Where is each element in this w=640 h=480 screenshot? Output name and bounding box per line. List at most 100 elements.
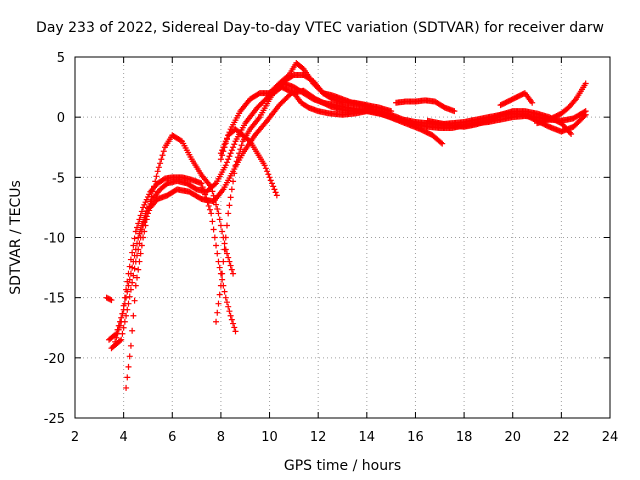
data-point <box>262 165 269 172</box>
data-point <box>134 274 141 281</box>
data-point <box>231 141 238 148</box>
data-point <box>155 164 162 171</box>
data-point <box>140 204 147 211</box>
data-point <box>148 193 155 200</box>
data-point <box>202 191 209 198</box>
data-point <box>222 294 229 301</box>
x-tick-label: 2 <box>71 430 79 445</box>
data-point <box>213 242 220 249</box>
data-point <box>114 330 121 337</box>
data-point <box>220 258 227 265</box>
data-point <box>264 168 271 175</box>
data-point <box>222 138 229 145</box>
data-series <box>103 60 589 391</box>
data-point <box>113 334 120 341</box>
data-point <box>118 318 125 325</box>
data-point <box>221 288 228 295</box>
data-point <box>227 150 234 157</box>
data-point <box>582 80 589 87</box>
data-point <box>134 224 141 231</box>
data-point <box>566 129 573 136</box>
data-point <box>136 216 143 223</box>
data-point <box>129 327 136 334</box>
data-point <box>144 210 151 217</box>
data-point <box>223 135 230 142</box>
data-point <box>227 312 234 319</box>
series-arc-9 <box>393 97 458 115</box>
data-point <box>261 162 268 169</box>
series-arc-11 <box>497 90 536 109</box>
data-point <box>125 282 132 289</box>
data-point <box>140 234 147 241</box>
data-point <box>115 326 122 333</box>
data-point <box>223 222 230 229</box>
data-point <box>127 256 134 263</box>
data-point <box>245 137 252 144</box>
data-point <box>126 293 133 300</box>
data-point <box>125 300 132 307</box>
data-point <box>125 363 132 370</box>
data-point <box>221 246 228 253</box>
data-point <box>231 170 238 177</box>
data-point <box>225 156 232 163</box>
data-point <box>126 263 133 270</box>
data-point <box>209 188 216 195</box>
data-point <box>221 141 228 148</box>
data-point <box>368 104 375 111</box>
data-point <box>211 197 218 204</box>
data-point <box>232 162 239 169</box>
data-point <box>271 186 278 193</box>
data-point <box>123 286 130 293</box>
data-point <box>153 173 160 180</box>
data-point <box>230 270 237 277</box>
data-point <box>219 228 226 235</box>
data-point <box>143 216 150 223</box>
data-point <box>204 199 211 206</box>
data-point <box>199 184 206 191</box>
series-arc-12 <box>534 80 589 127</box>
y-tick-label: -10 <box>44 232 65 247</box>
data-point <box>451 108 458 115</box>
series-arc-1 <box>106 84 589 343</box>
data-point <box>125 270 132 277</box>
data-point <box>217 150 224 157</box>
series-arc-4 <box>123 132 237 391</box>
data-point <box>141 201 148 208</box>
data-point <box>267 177 274 184</box>
data-point <box>208 210 215 217</box>
x-tick-label: 16 <box>407 430 424 445</box>
series-arc-2 <box>108 87 589 352</box>
data-point <box>227 262 234 269</box>
data-point <box>130 272 137 279</box>
data-point <box>151 183 158 190</box>
data-point <box>220 144 227 151</box>
series-arc-8 <box>271 72 375 111</box>
data-point <box>222 234 229 241</box>
data-point <box>121 294 128 301</box>
data-point <box>211 181 218 188</box>
data-point <box>127 342 134 349</box>
data-point <box>437 139 444 146</box>
data-point <box>215 210 222 217</box>
data-point <box>226 153 233 160</box>
series-arc-10 <box>424 108 575 138</box>
data-point <box>135 266 142 273</box>
data-point <box>141 228 148 235</box>
data-point <box>157 160 164 167</box>
data-point <box>146 204 153 211</box>
data-point <box>225 210 232 217</box>
data-point <box>124 306 131 313</box>
data-point <box>203 195 210 202</box>
y-tick-label: -25 <box>44 412 65 427</box>
data-point <box>237 146 244 153</box>
data-point <box>142 199 149 206</box>
data-point <box>225 254 232 261</box>
data-point <box>268 180 275 187</box>
data-point <box>200 187 207 194</box>
data-point <box>138 242 145 249</box>
data-point <box>129 249 136 256</box>
data-point <box>123 384 130 391</box>
data-point <box>272 189 279 196</box>
data-point <box>210 226 217 233</box>
